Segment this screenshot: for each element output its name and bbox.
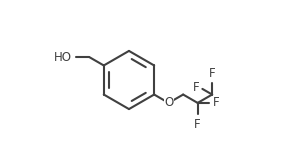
Text: HO: HO bbox=[54, 51, 72, 64]
Text: F: F bbox=[212, 96, 219, 109]
Text: F: F bbox=[194, 118, 201, 131]
Text: F: F bbox=[209, 67, 215, 80]
Text: O: O bbox=[164, 96, 173, 109]
Text: F: F bbox=[193, 81, 199, 94]
